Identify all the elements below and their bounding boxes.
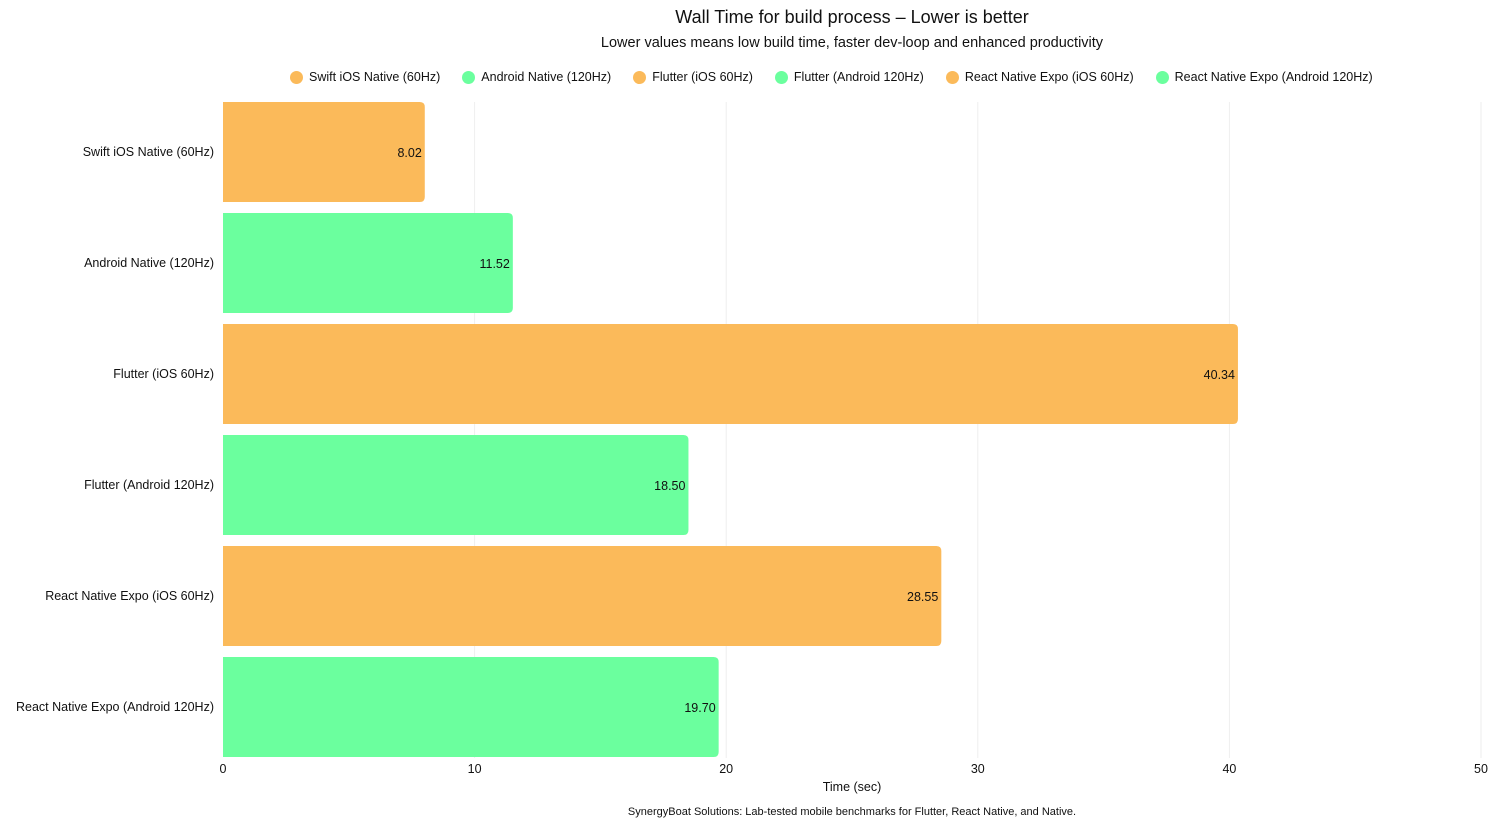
legend-marker-icon (290, 70, 303, 84)
bar (223, 213, 513, 313)
legend-marker-icon (633, 70, 647, 84)
legend-label: React Native Expo (iOS 60Hz) (964, 70, 1134, 84)
y-tick-label: Swift iOS Native (60Hz) (83, 145, 214, 159)
legend-item[interactable]: Flutter (Android 120Hz) (774, 70, 924, 84)
chart-subtitle: Lower values means low build time, faste… (600, 35, 1104, 51)
legend-item[interactable]: React Native Expo (Android 120Hz) (1155, 70, 1373, 84)
legend-item[interactable]: Flutter (iOS 60Hz) (633, 70, 753, 84)
x-tick-label: 30 (971, 762, 985, 776)
bar (223, 435, 689, 535)
x-tick-label: 20 (719, 762, 733, 776)
x-tick-label: 0 (220, 762, 227, 776)
y-tick-label: React Native Expo (Android 120Hz) (16, 700, 214, 714)
legend-label: React Native Expo (Android 120Hz) (1174, 70, 1373, 84)
x-tick-label: 10 (468, 762, 482, 776)
legend-marker-icon (462, 70, 476, 84)
data-label: 40.34 (1204, 368, 1235, 382)
legend: Swift iOS Native (60Hz) Android Native (1… (290, 70, 1373, 84)
y-tick-label: React Native Expo (iOS 60Hz) (45, 589, 214, 603)
chart-title: Wall Time for build process – Lower is b… (675, 7, 1029, 27)
x-axis-label: Time (sec) (822, 780, 882, 794)
legend-item[interactable]: Android Native (120Hz) (462, 70, 611, 84)
data-label: 28.55 (907, 590, 938, 604)
chart-caption: SynergyBoat Solutions: Lab-tested mobile… (627, 806, 1077, 818)
data-label: 8.02 (397, 146, 421, 160)
legend-label: Swift iOS Native (60Hz) (309, 70, 441, 84)
legend-label: Android Native (120Hz) (481, 70, 612, 84)
data-label: 11.52 (479, 257, 509, 271)
x-tick-label: 40 (1222, 762, 1236, 776)
legend-item[interactable]: React Native Expo (iOS 60Hz) (945, 70, 1134, 84)
legend-label: Flutter (iOS 60Hz) (652, 70, 753, 84)
bar (223, 324, 1238, 424)
bar (223, 657, 719, 757)
bar (223, 102, 425, 202)
y-tick-label: Android Native (120Hz) (84, 256, 214, 270)
bar (223, 546, 942, 646)
legend-marker-icon (945, 70, 959, 84)
legend-label: Flutter (Android 120Hz) (793, 70, 924, 84)
y-tick-label: Flutter (Android 120Hz) (84, 478, 214, 492)
data-label: 19.70 (684, 701, 715, 715)
legend-item[interactable]: Swift iOS Native (60Hz) (290, 70, 440, 84)
x-tick-label: 50 (1474, 762, 1488, 776)
legend-marker-icon (1155, 70, 1169, 84)
legend-marker-icon (774, 70, 788, 84)
y-tick-label: Flutter (iOS 60Hz) (113, 367, 214, 381)
data-label: 18.50 (654, 479, 685, 493)
